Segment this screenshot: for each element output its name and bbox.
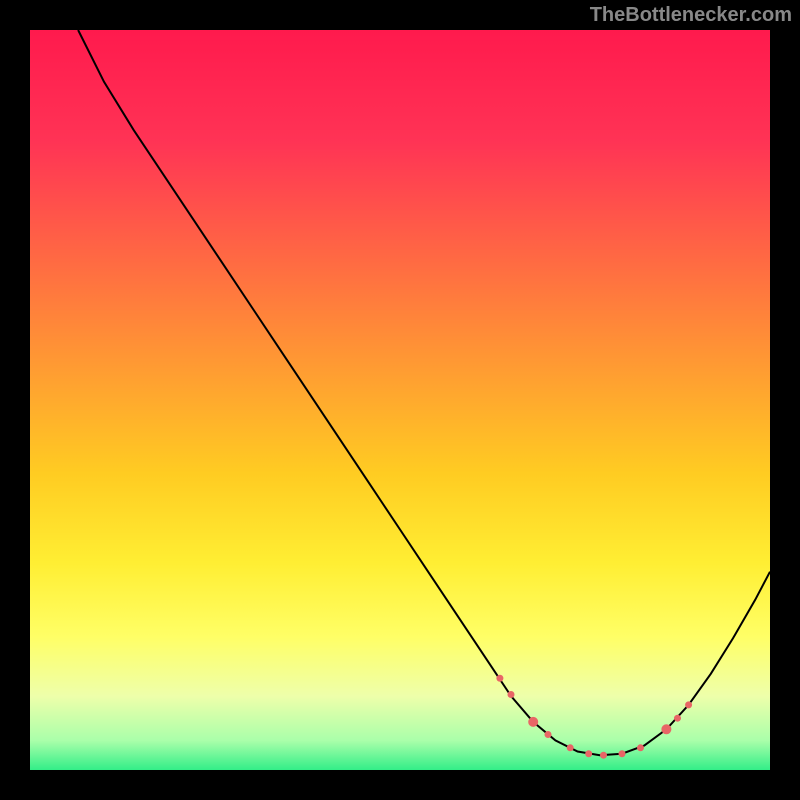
marker-point (661, 724, 671, 734)
chart-svg (0, 0, 800, 800)
watermark-text: TheBottlenecker.com (590, 4, 792, 27)
marker-point (545, 731, 552, 738)
marker-point (637, 744, 644, 751)
marker-point (528, 717, 538, 727)
marker-point (674, 715, 681, 722)
marker-point (685, 701, 692, 708)
marker-point (496, 675, 503, 682)
chart-container: TheBottlenecker.com (0, 0, 800, 800)
marker-point (619, 750, 626, 757)
marker-point (600, 752, 607, 759)
marker-point (585, 750, 592, 757)
marker-point (508, 691, 515, 698)
marker-point (567, 744, 574, 751)
